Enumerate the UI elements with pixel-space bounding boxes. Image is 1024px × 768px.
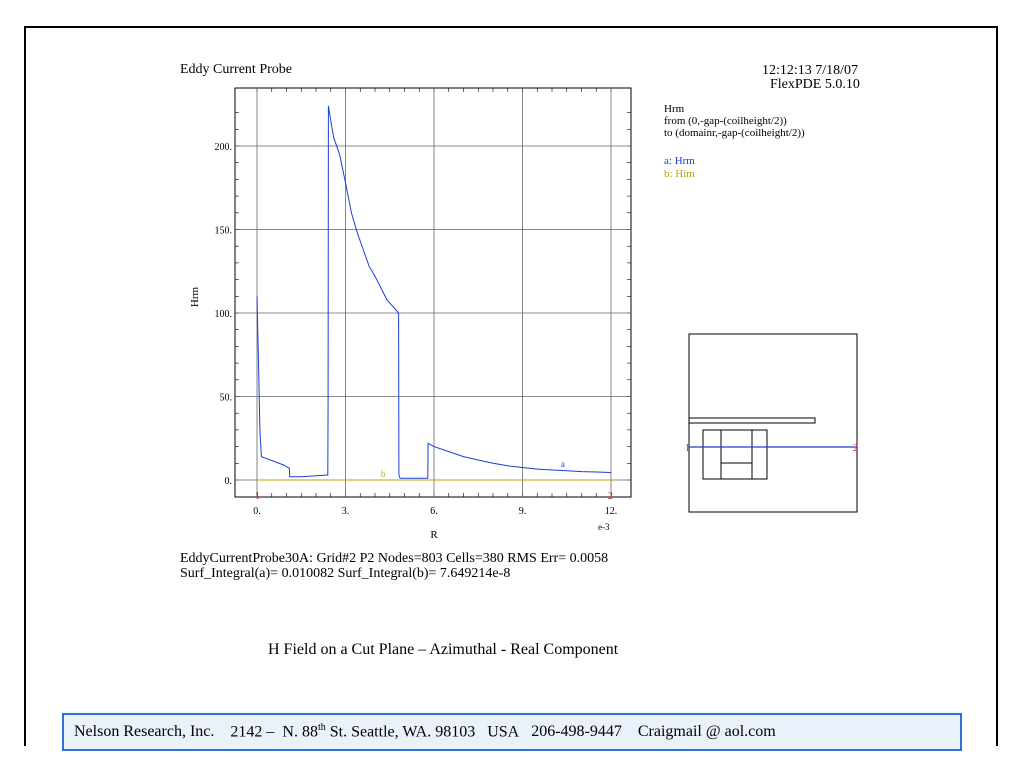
domain-cross-section: 1 2 [685,333,858,513]
footer-company: Nelson Research, Inc. [74,723,215,740]
x-tick-label: 6. [430,506,438,517]
y-tick-label: 150. [215,226,233,237]
path-start-marker: 1 [255,491,260,502]
plot-timestamp: 12:12:13 7/18/07 [762,63,859,78]
footer-email[interactable]: Craigmail @ aol.com [637,723,776,740]
y-tick-label: 0. [225,476,233,487]
x-multiplier-label: e-3 [598,522,610,532]
series-b-tag: b [381,469,386,479]
plot-title: Eddy Current Probe [180,62,292,77]
slide-frame [24,26,998,746]
path-end-marker: 2 [853,443,858,454]
x-tick-label: 0. [253,506,261,517]
software-version: FlexPDE 5.0.10 [770,77,860,92]
footer-phone: 206-498-9447 [531,723,622,740]
x-axis-label: R [430,529,438,541]
slide-caption: H Field on a Cut Plane – Azimuthal - Rea… [268,641,619,658]
footer-contact-box: Nelson Research, Inc. 2142 – N. 88th St.… [62,713,962,751]
stats-line-1: EddyCurrentProbe30A: Grid#2 P2 Nodes=803… [180,551,609,566]
series-a-line [256,105,612,479]
path-end-marker: 2 [608,491,613,502]
y-tick-label: 50. [220,393,233,404]
plot-path-to: to (domainr,-gap-(coilheight/2)) [664,127,805,139]
path-start-marker: 1 [685,443,690,454]
legend-entry-b: b: Him [664,168,695,180]
x-tick-label: 3. [342,506,350,517]
footer-address: 2142 – N. 88th St. Seattle, WA. 98103 US… [230,722,520,741]
plot-path-from: from (0,-gap-(coilheight/2)) [664,115,787,127]
stats-line-2: Surf_Integral(a)= 0.010082 Surf_Integral… [180,566,511,581]
y-tick-label: 200. [215,142,233,153]
x-tick-label: 9. [519,506,527,517]
y-tick-label: 100. [215,309,233,320]
plot-frame [234,87,632,498]
x-tick-label: 12. [605,506,618,517]
plot-variable-name: Hrm [664,103,685,115]
legend-entry-a: a: Hrm [664,155,695,167]
y-axis-label: Hrm [189,286,201,307]
series-a-tag: a [561,459,565,469]
